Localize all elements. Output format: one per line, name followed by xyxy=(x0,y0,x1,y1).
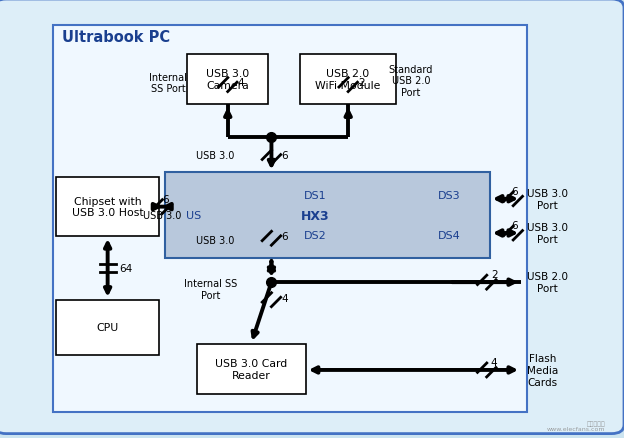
Bar xyxy=(53,26,527,412)
Bar xyxy=(197,344,306,394)
Text: DS3: DS3 xyxy=(438,191,461,201)
Text: 64: 64 xyxy=(119,263,132,273)
Text: Ultrabook PC: Ultrabook PC xyxy=(62,30,170,45)
Text: HX3: HX3 xyxy=(301,209,329,222)
Text: USB 3.0 Card
Reader: USB 3.0 Card Reader xyxy=(215,358,287,380)
Text: USB 3.0
Port: USB 3.0 Port xyxy=(527,223,568,244)
Text: Chipset with
USB 3.0 Host: Chipset with USB 3.0 Host xyxy=(72,196,144,218)
Text: USB 3.0: USB 3.0 xyxy=(196,151,234,160)
Text: 6: 6 xyxy=(162,194,168,204)
Text: 6: 6 xyxy=(281,151,288,160)
Text: Standard
USB 2.0
Port: Standard USB 2.0 Port xyxy=(389,64,433,98)
Text: 4: 4 xyxy=(238,78,245,88)
Bar xyxy=(165,173,490,258)
Text: 2: 2 xyxy=(358,78,365,88)
Text: 4: 4 xyxy=(281,293,288,303)
Text: US: US xyxy=(186,211,201,221)
Bar xyxy=(187,55,268,105)
Bar xyxy=(300,55,396,105)
Text: DS2: DS2 xyxy=(304,230,326,240)
Text: 6: 6 xyxy=(511,221,518,230)
Text: USB 2.0
Port: USB 2.0 Port xyxy=(527,272,568,293)
Text: CPU: CPU xyxy=(97,322,119,332)
Text: USB 3.0: USB 3.0 xyxy=(143,211,182,221)
Text: DS4: DS4 xyxy=(438,230,461,240)
Text: 2: 2 xyxy=(491,270,497,279)
Text: 6: 6 xyxy=(511,187,518,196)
Text: USB 3.0: USB 3.0 xyxy=(196,236,234,246)
Text: USB 3.0
Port: USB 3.0 Port xyxy=(527,188,568,210)
Text: DS1: DS1 xyxy=(304,191,326,201)
Text: Internal
SS Port: Internal SS Port xyxy=(149,72,187,94)
Bar xyxy=(56,177,159,237)
Text: USB 2.0
WiFi Module: USB 2.0 WiFi Module xyxy=(315,69,381,91)
Text: 4: 4 xyxy=(491,357,497,367)
Text: 电子发烧友
www.elecfans.com: 电子发烧友 www.elecfans.com xyxy=(547,420,605,431)
Text: 6: 6 xyxy=(281,232,288,241)
Text: USB 3.0
Camera: USB 3.0 Camera xyxy=(206,69,250,91)
Text: Internal SS
Port: Internal SS Port xyxy=(184,278,237,300)
Text: Flash
Media
Cards: Flash Media Cards xyxy=(527,353,558,387)
Bar xyxy=(56,300,159,355)
